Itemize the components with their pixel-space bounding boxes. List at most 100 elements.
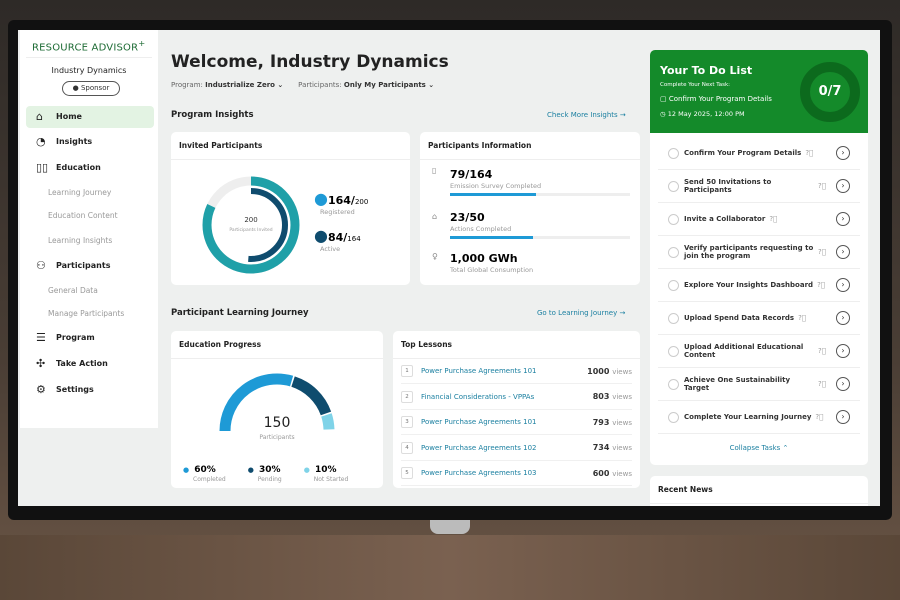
task-checkbox[interactable] [668, 147, 679, 159]
bulb-icon: ♀ [432, 252, 438, 261]
task-checkbox[interactable] [668, 213, 679, 225]
todo-item[interactable]: Upload Additional Educational Content ?⃝ › [658, 335, 860, 368]
lesson-link[interactable]: Power Purchase Agreements 103 [421, 469, 537, 477]
house-icon: ⌂ [432, 212, 438, 221]
task-checkbox[interactable] [668, 312, 679, 324]
card-title: Education Progress [171, 331, 383, 359]
task-checkbox[interactable] [668, 345, 679, 357]
chevron-right-icon[interactable]: › [836, 278, 850, 292]
lesson-link[interactable]: Power Purchase Agreements 101 [421, 367, 537, 375]
org-name: Industry Dynamics [51, 66, 127, 75]
puzzle-icon: ✣ [36, 357, 46, 370]
sidebar-item-take-action[interactable]: ✣ Take Action [26, 353, 154, 375]
sidebar-sub-learning-journey[interactable]: Learning Journey [48, 188, 112, 197]
help-icon[interactable]: ?⃝ [818, 182, 826, 190]
sidebar-item-settings[interactable]: ⚙ Settings [26, 379, 154, 401]
sidebar-sub-manage-participants[interactable]: Manage Participants [48, 309, 125, 318]
lesson-row[interactable]: 3 Power Purchase Agreements 101 793 views [401, 410, 632, 435]
svg-text:150: 150 [264, 415, 291, 431]
help-icon[interactable]: ?⃝ [818, 380, 826, 388]
progress-fill [450, 236, 533, 239]
next-task-date: ◷ 12 May 2025, 12:00 PM [660, 110, 745, 118]
svg-text:Participants: Participants [259, 434, 294, 441]
chevron-right-icon[interactable]: › [836, 377, 850, 391]
todo-item[interactable]: Verify participants requesting to join t… [658, 236, 860, 269]
card-title: Top Lessons [393, 331, 640, 359]
participants-select[interactable]: Only My Participants ⌄ [343, 81, 435, 89]
registered-arc [202, 176, 300, 274]
chevron-right-icon[interactable]: › [836, 245, 850, 259]
lesson-row[interactable]: 1 Power Purchase Agreements 101 1000 views [401, 359, 632, 384]
section-title: Program Insights [171, 110, 254, 120]
lesson-link[interactable]: Financial Considerations - VPPAs [421, 392, 535, 401]
todo-item[interactable]: Confirm Your Program Details ?⃝ › [658, 137, 860, 170]
collapse-tasks-button[interactable]: Collapse Tasks ⌃ [729, 444, 789, 452]
info-row: 79/164 Emission Survey Completed [450, 163, 630, 196]
education-progress-card: Education Progress 150 Participants ● 60… [171, 331, 383, 488]
chevron-right-icon[interactable]: › [836, 344, 850, 358]
gauge-pending [291, 376, 332, 416]
help-icon[interactable]: ?⃝ [815, 413, 824, 421]
legend-not-started: ● 10% Not Started [303, 465, 349, 483]
help-icon[interactable]: ?⃝ [818, 347, 826, 355]
go-to-learning-journey-link[interactable]: Go to Learning Journey → [537, 309, 626, 317]
help-icon[interactable]: ?⃝ [805, 149, 814, 157]
sidebar-item-home[interactable]: ⌂ Home [26, 106, 154, 128]
sidebar-item-participants[interactable]: ⚇ Participants [26, 255, 154, 277]
sidebar-sub-general-data[interactable]: General Data [48, 286, 98, 295]
registered-stat: ●164/200 Registered [314, 189, 369, 216]
task-checkbox[interactable] [668, 246, 679, 258]
active-stat: ●84/164 Active [314, 226, 361, 253]
monitor-stand [430, 520, 470, 534]
todo-progress-ring: 0/7 [800, 62, 860, 122]
sidebar: RESOURCE ADVISOR+ Industry Dynamics ● Sp… [20, 30, 158, 428]
help-icon[interactable]: ?⃝ [769, 215, 778, 223]
chevron-right-icon[interactable]: › [836, 179, 850, 193]
todo-item[interactable]: Send 50 Invitations to Participants ?⃝ › [658, 170, 860, 203]
sidebar-sub-learning-insights[interactable]: Learning Insights [48, 236, 113, 245]
todo-item[interactable]: Explore Your Insights Dashboard ?⃝ › [658, 269, 860, 302]
task-checkbox[interactable] [668, 378, 679, 390]
sidebar-item-insights[interactable]: ◔ Insights [26, 131, 154, 153]
sidebar-item-education[interactable]: ▯▯ Education [26, 157, 154, 179]
sidebar-item-program[interactable]: ☰ Program [26, 327, 154, 349]
sidebar-sub-education-content[interactable]: Education Content [48, 211, 118, 220]
lesson-row[interactable]: 5 Power Purchase Agreements 103 600 views [401, 461, 632, 486]
chevron-right-icon[interactable]: › [836, 311, 850, 325]
list-icon: ☰ [36, 331, 46, 344]
todo-item[interactable]: Upload Spend Data Records ?⃝ › [658, 302, 860, 335]
active-arc [214, 188, 288, 262]
lesson-link[interactable]: Power Purchase Agreements 102 [421, 443, 537, 452]
program-select[interactable]: Industrialize Zero ⌄ [205, 81, 284, 89]
education-gauge: 150 Participants [219, 373, 335, 441]
todo-item[interactable]: Invite a Collaborator ?⃝ › [658, 203, 860, 236]
todo-panel: Your To Do List Complete Your Next Task:… [650, 50, 868, 465]
next-task-link[interactable]: ▢ Confirm Your Program Details [660, 95, 772, 103]
recent-news-card: Recent News [650, 476, 868, 506]
todo-item[interactable]: Achieve One Sustainability Target ?⃝ › [658, 368, 860, 401]
chevron-right-icon[interactable]: › [836, 146, 850, 160]
lesson-link[interactable]: Power Purchase Agreements 101 [421, 418, 537, 426]
desk [0, 535, 900, 600]
lesson-row[interactable]: 2 Financial Considerations - VPPAs 803 vie… [401, 385, 632, 410]
task-checkbox[interactable] [668, 279, 679, 291]
invited-donut: 200 Participants Invited [202, 176, 300, 274]
survey-icon: ▯ [432, 166, 437, 175]
book-icon: ▯▯ [36, 161, 49, 174]
card-title: Participants Information [420, 132, 640, 160]
chevron-right-icon[interactable]: › [836, 212, 850, 226]
chevron-right-icon[interactable]: › [836, 410, 850, 424]
logo: RESOURCE ADVISOR+ [32, 38, 146, 54]
lesson-row[interactable]: 4 Power Purchase Agreements 102 734 views [401, 436, 632, 461]
help-icon[interactable]: ?⃝ [818, 248, 826, 256]
invited-participants-card: Invited Participants 200 Participants In… [171, 132, 410, 285]
task-checkbox[interactable] [668, 180, 679, 192]
gauge-not-started [321, 413, 335, 430]
help-icon[interactable]: ?⃝ [817, 281, 825, 289]
gauge-completed [219, 373, 294, 432]
help-icon[interactable]: ?⃝ [798, 314, 806, 322]
svg-text:Participants Invited: Participants Invited [229, 227, 272, 233]
check-more-insights-link[interactable]: Check More Insights → [547, 111, 626, 119]
todo-item[interactable]: Complete Your Learning Journey ?⃝ › [658, 401, 860, 434]
task-checkbox[interactable] [668, 411, 679, 423]
